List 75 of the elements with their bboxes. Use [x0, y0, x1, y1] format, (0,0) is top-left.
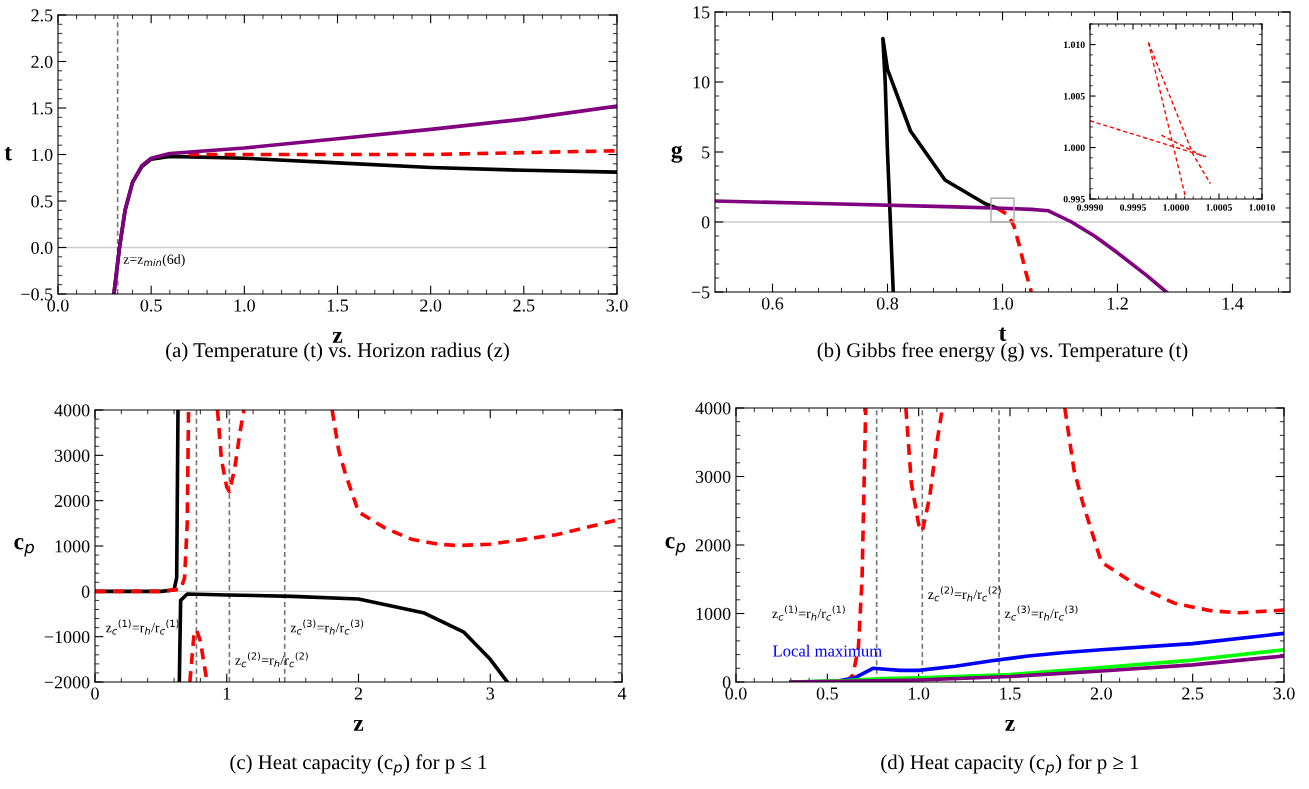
x-tick-label: 3 [486, 687, 495, 700]
y-tick-label: 0.995 [1063, 195, 1085, 203]
x-axis-title: z [1005, 719, 1015, 731]
x-tick-label: 0.5 [140, 299, 162, 312]
y-tick-label: 1000 [696, 607, 731, 620]
x-tick-label: 1.5 [327, 299, 349, 312]
x-axis-title: t [998, 327, 1007, 341]
y-tick-label: −2000 [44, 676, 90, 689]
x-tick-label: 0 [91, 687, 99, 700]
y-tick-label: −0.5 [21, 288, 53, 301]
y-axis-title: c$_{p}$ [665, 537, 686, 556]
x-tick-label: 4 [617, 687, 627, 700]
y-axis-title: c$_{p}$ [14, 538, 34, 557]
y-tick-label: 2000 [695, 539, 731, 552]
x-tick-label: 1.5 [1000, 687, 1021, 700]
text: (a) Temperature (t) vs. Horizon radius (z) [166, 342, 509, 362]
y-tick-label: 2.0 [31, 55, 53, 69]
ref-line-label: z$_{c}$$^{(2)}$=r$_{h}$/r$_{c}$$^{(2)}$ [235, 652, 308, 668]
y-tick-label: 1000 [55, 540, 90, 553]
x-tick-label: 1.0 [234, 299, 255, 312]
y-tick-label: 1.005 [1064, 92, 1085, 100]
text: (b) Gibbs free energy (g) vs. Temperature (t) [817, 342, 1188, 362]
y-tick-label: 2000 [54, 494, 90, 508]
x-tick-label: 0.9995 [1120, 204, 1147, 211]
x-axis-title: z [332, 331, 343, 343]
ref-line-label: z=z$_{min}$(6d) [123, 254, 185, 267]
x-tick-label: 1 [223, 687, 231, 700]
x-tick-label: 2.0 [420, 299, 442, 312]
ref-line-label: z$_{c}$$^{(1)}$=r$_{h}$/r$_{c}$$^{(1)}$ [772, 605, 845, 621]
x-tick-label: 1.0005 [1206, 204, 1233, 211]
x-tick-label: 1.0 [992, 297, 1014, 310]
x-tick-label: 0.0 [725, 687, 747, 700]
y-tick-label: 5 [702, 146, 710, 159]
y-tick-label: 4000 [695, 402, 731, 415]
y-tick-label: 0 [701, 216, 710, 229]
y-tick-label: 0 [722, 676, 731, 689]
y-tick-label: 1.5 [32, 102, 53, 115]
y-tick-label: 1.0 [32, 148, 53, 162]
ref-line-label: z$_{c}$$^{(3)}$=r$_{h}$/r$_{c}$$^{(3)}$ [1004, 605, 1078, 621]
ref-line-label: z$_{c}$$^{(2)}$=r$_{h}$/r$_{c}$$^{(2)}$ [928, 586, 1001, 602]
x-tick-label: 2.5 [1182, 687, 1204, 700]
y-axis-title: g [671, 145, 683, 163]
y-tick-label: 3000 [54, 449, 90, 462]
text: (d) Heat capacity (c$_{p}$) for p ≥ 1 [881, 754, 1139, 776]
y-tick-label: 0.0 [31, 241, 53, 255]
x-tick-label: 1.2 [1107, 297, 1128, 310]
y-tick-label: 10 [693, 76, 710, 89]
x-tick-label: 2.5 [513, 299, 535, 312]
x-tick-label: 1.0 [908, 687, 930, 700]
ref-line-label: z$_{c}$$^{(3)}$=r$_{h}$/r$_{c}$$^{(3)}$ [290, 619, 364, 635]
x-tick-label: 0.8 [876, 297, 899, 310]
x-tick-label: 0.5 [816, 687, 838, 700]
y-tick-label: 3000 [695, 470, 731, 483]
x-tick-label: 1.0000 [1163, 204, 1189, 211]
y-tick-label: 1.010 [1064, 41, 1085, 49]
y-tick-label: 2.5 [31, 9, 53, 22]
x-tick-label: 1.0010 [1249, 204, 1275, 211]
ref-line-label: z$_{c}$$^{(1)}$=r$_{h}$/r$_{c}$$^{(1)}$ [105, 619, 179, 635]
x-tick-label: 3.0 [1273, 687, 1295, 700]
y-tick-label: 4000 [54, 404, 90, 417]
y-tick-label: −5 [691, 286, 710, 299]
x-axis-title: z [353, 719, 364, 731]
y-axis-title: t [4, 146, 12, 161]
annotation: Local maximum [772, 644, 882, 657]
y-tick-label: −1000 [44, 630, 90, 644]
x-tick-label: 0.6 [761, 297, 784, 310]
x-tick-label: 2 [354, 687, 363, 700]
x-tick-label: 0.9990 [1077, 204, 1103, 211]
y-tick-label: 0 [81, 585, 90, 598]
x-tick-label: 1.4 [1222, 297, 1244, 310]
y-tick-label: 15 [693, 6, 710, 19]
y-tick-label: 1.000 [1064, 144, 1085, 152]
x-tick-label: 3.0 [606, 299, 628, 312]
text: (c) Heat capacity (c$_{p}$) for p ≤ 1 [230, 754, 487, 776]
x-tick-label: 2.0 [1090, 687, 1112, 700]
